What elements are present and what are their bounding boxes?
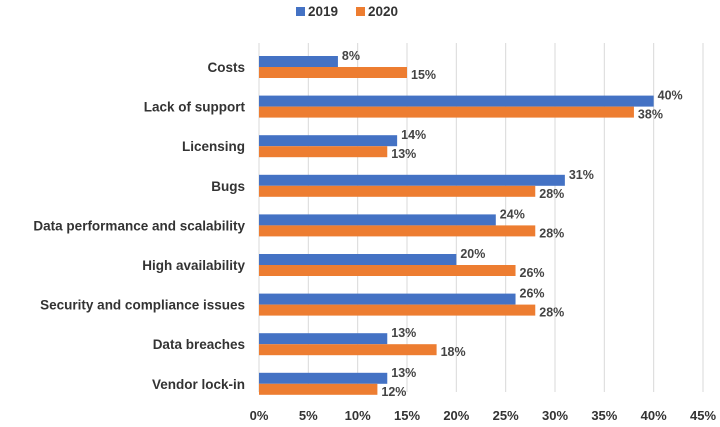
data-label-2020: 26% <box>520 266 545 280</box>
data-label-2020: 28% <box>539 187 564 201</box>
category-label: Lack of support <box>144 100 246 115</box>
bar-2020 <box>259 225 536 237</box>
legend-label-2019: 2019 <box>308 4 338 19</box>
category-labels: Costs Lack of support Licensing Bugs Data pe… <box>33 60 245 392</box>
x-tick-label: 15% <box>394 408 420 423</box>
x-tick-label: 5% <box>299 408 318 423</box>
bar-2020 <box>259 106 634 118</box>
bar-2019 <box>259 174 565 186</box>
bar-2019 <box>259 95 654 107</box>
x-tick-label: 35% <box>591 408 617 423</box>
x-tick-label: 10% <box>345 408 371 423</box>
bar-2019 <box>259 56 338 67</box>
bar-2020 <box>259 265 516 276</box>
data-label-2019: 14% <box>401 128 426 142</box>
x-tick-label: 25% <box>493 408 519 423</box>
bar-2020 <box>259 185 536 197</box>
data-label-2019: 13% <box>391 326 416 340</box>
bar-2019 <box>259 372 388 384</box>
bar-2019 <box>259 333 388 345</box>
data-label-2019: 40% <box>658 89 683 103</box>
category-label: Security and compliance issues <box>40 298 245 313</box>
bar-2019 <box>259 293 516 305</box>
category-label: Licensing <box>182 139 245 154</box>
data-label-2020: 12% <box>381 385 406 399</box>
bar-2019 <box>259 214 496 226</box>
x-tick-label: 20% <box>443 408 469 423</box>
data-label-2019: 13% <box>391 366 416 380</box>
bar-2020 <box>259 304 536 316</box>
x-tick-label: 30% <box>542 408 568 423</box>
legend: 2019 2020 <box>296 4 398 19</box>
data-label-2020: 15% <box>411 68 436 82</box>
bar-2020 <box>259 344 437 356</box>
category-label: Data performance and scalability <box>33 218 245 233</box>
data-label-2020: 28% <box>539 226 564 240</box>
x-tick-label: 40% <box>641 408 667 423</box>
bar-2020 <box>259 383 378 395</box>
bar-2020 <box>259 67 407 78</box>
category-label: Data breaches <box>153 337 245 352</box>
category-label: Bugs <box>211 179 245 194</box>
data-label-2020: 13% <box>391 147 416 161</box>
legend-label-2020: 2020 <box>368 4 398 19</box>
data-label-2019: 20% <box>460 247 485 261</box>
data-label-2020: 18% <box>441 345 466 359</box>
bar-2020 <box>259 146 388 158</box>
data-label-2019: 26% <box>520 287 545 301</box>
category-label: Vendor lock-in <box>152 377 245 392</box>
category-label: High availability <box>142 258 245 273</box>
data-label-2020: 28% <box>539 306 564 320</box>
bar-2019 <box>259 254 457 265</box>
bars <box>259 56 654 395</box>
data-label-2019: 24% <box>500 207 525 221</box>
data-label-2019: 31% <box>569 168 594 182</box>
data-label-2019: 8% <box>342 49 360 63</box>
x-tick-label: 45% <box>690 408 716 423</box>
x-tick-label: 0% <box>250 408 269 423</box>
legend-swatch-2019 <box>296 7 305 16</box>
bar-2019 <box>259 135 398 147</box>
x-axis-ticks: 0% 5% 10% 15% 20% 25% 30% 35% 40% 45% <box>250 408 717 423</box>
data-label-2020: 38% <box>638 108 663 122</box>
legend-swatch-2020 <box>356 7 365 16</box>
category-label: Costs <box>207 60 245 75</box>
data-labels: 8% 15% 40% 38% 14% 13% 31% 28% 24% 28% 20% 26% 26% 28… <box>342 49 683 399</box>
